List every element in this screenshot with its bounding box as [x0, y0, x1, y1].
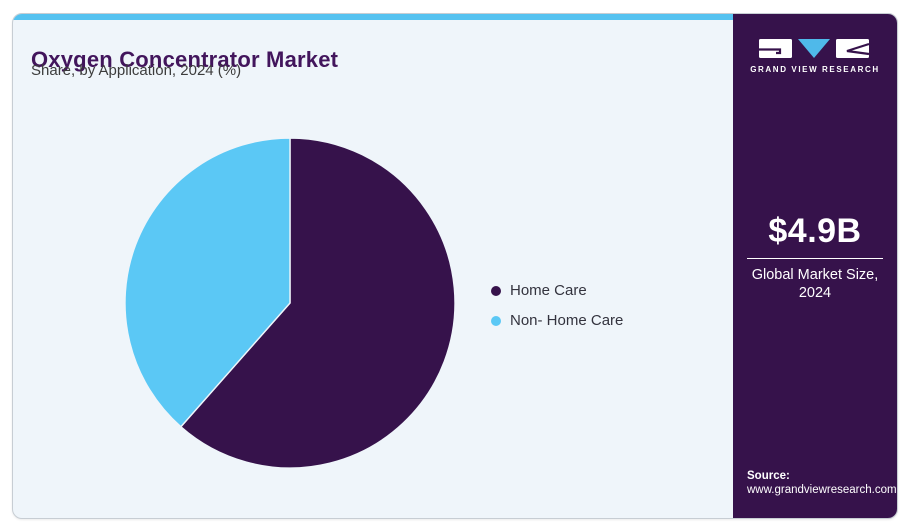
legend-item-non-home-care: Non- Home Care: [491, 312, 623, 329]
legend-label-non-home-care: Non- Home Care: [510, 312, 624, 329]
legend-item-home-care: Home Care: [491, 282, 623, 299]
market-size-value: $4.9B: [768, 212, 862, 250]
legend-dot-non-home-care: [491, 315, 501, 326]
market-size-label-line1: Global Market Size,: [751, 267, 879, 283]
gvr-logo: GRAND VIEW RESEARCH: [733, 38, 897, 74]
divider: [747, 258, 883, 259]
legend-dot-home-care: [491, 285, 501, 296]
top-accent-bar: [13, 14, 733, 20]
market-size-label: Global Market Size, 2024: [747, 266, 883, 302]
page-title: Oxygen Concentrator Market: [31, 46, 339, 72]
gvr-logo-text: GRAND VIEW RESEARCH: [750, 65, 880, 74]
source-url: www.grandviewresearch.com: [747, 484, 897, 496]
pie-chart: [123, 136, 457, 470]
legend: Home Care Non- Home Care: [491, 282, 623, 329]
source-label: Source:: [747, 470, 790, 482]
sidebar: GRAND VIEW RESEARCH $4.9B Global Market …: [733, 14, 897, 518]
market-size-label-line2: 2024: [798, 285, 832, 302]
pie-slice-home-care: [180, 137, 456, 469]
market-size-block: $4.9B Global Market Size, 2024: [747, 212, 883, 302]
infographic-card: Oxygen Concentrator Market Share, by App…: [12, 13, 898, 519]
pie-chart-svg: [124, 137, 456, 469]
chart-subtitle: Share, by Application, 2024 (%): [31, 62, 242, 79]
pie-slice-non-home-care: [124, 137, 291, 428]
source-block: Source: www.grandviewresearch.com: [747, 470, 897, 496]
gvr-logo-icon: [759, 39, 870, 58]
legend-label-home-care: Home Care: [510, 282, 587, 299]
